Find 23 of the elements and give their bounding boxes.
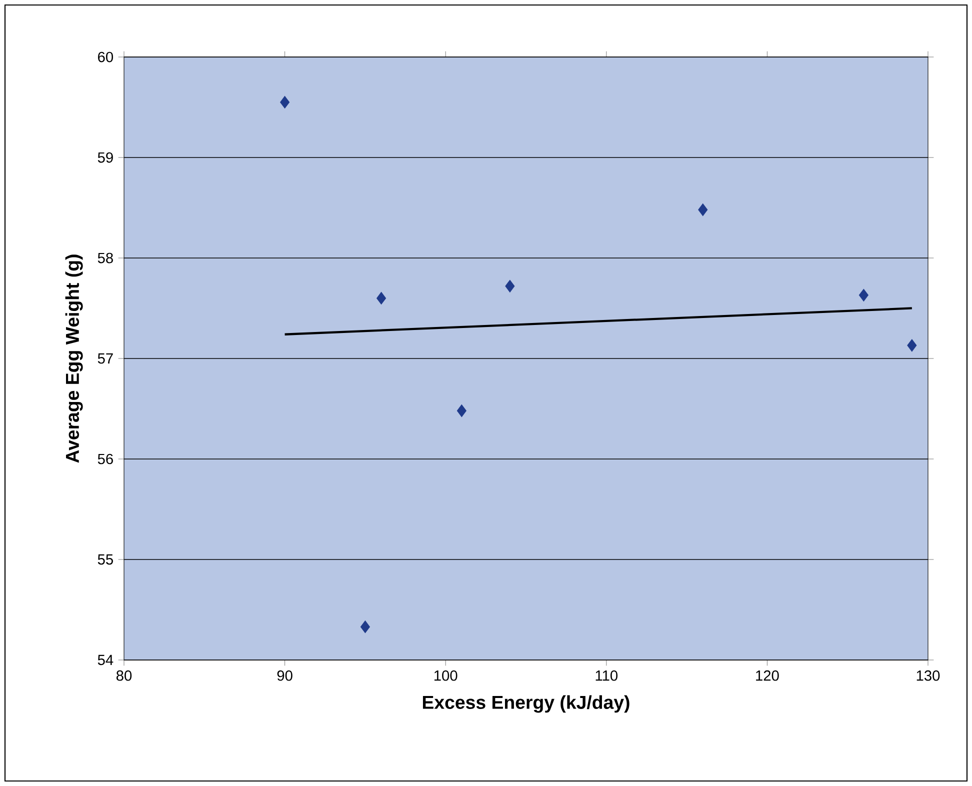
- y-tick-label: 54: [98, 654, 114, 666]
- x-tick-label: 100: [434, 670, 458, 681]
- y-axis-title: Average Egg Weight (g): [65, 254, 83, 463]
- x-tick-label: 130: [916, 670, 940, 681]
- x-tick-label: 90: [277, 670, 292, 681]
- point: [858, 288, 868, 302]
- point: [456, 404, 466, 418]
- point: [907, 339, 917, 352]
- y-tick-label: 55: [98, 554, 113, 565]
- x-tick-label: 120: [756, 670, 779, 681]
- point: [280, 96, 290, 108]
- x-tick-label: 110: [596, 670, 618, 681]
- x-tick-label: 80: [116, 670, 132, 681]
- point: [376, 292, 386, 304]
- y-tick-label: 58: [98, 252, 113, 264]
- x-axis-title: Excess Energy (kJ/day): [422, 695, 630, 713]
- y-tick-label: 56: [98, 454, 113, 464]
- point: [505, 280, 515, 292]
- y-tick-label: 60: [98, 52, 114, 62]
- y-tick-label: 59: [98, 152, 113, 163]
- y-tick-label: 57: [98, 353, 113, 364]
- point: [360, 620, 370, 634]
- point: [698, 203, 708, 216]
